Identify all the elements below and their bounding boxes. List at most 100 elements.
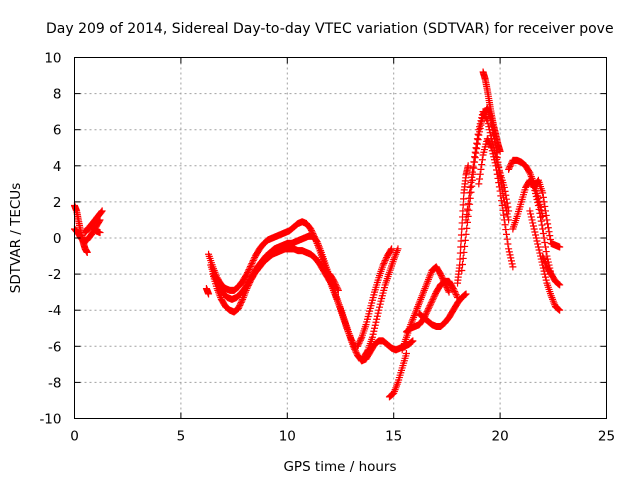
data-point	[330, 277, 338, 285]
data-point	[461, 236, 469, 244]
data-point	[488, 144, 496, 152]
series-arc-24	[526, 207, 564, 314]
data-point	[470, 164, 478, 172]
data-point	[498, 202, 506, 210]
y-tick-label: -4	[48, 303, 61, 319]
data-point	[450, 286, 458, 294]
data-point	[509, 263, 517, 271]
data-point	[546, 236, 554, 244]
data-point	[363, 347, 371, 355]
data-point	[467, 188, 475, 196]
data-point	[347, 335, 355, 343]
data-point	[499, 206, 507, 214]
data-point	[462, 290, 470, 298]
data-point	[464, 162, 472, 170]
series-arc-26	[539, 252, 564, 289]
x-tick-label: 15	[385, 429, 402, 445]
y-tick-label: 4	[53, 159, 62, 175]
data-point	[504, 213, 512, 221]
data-point	[98, 207, 106, 215]
data-point	[479, 108, 487, 116]
data-point	[427, 299, 435, 307]
data-point	[526, 207, 534, 215]
data-point	[537, 217, 545, 225]
data-point	[554, 280, 562, 288]
series-arc-11	[354, 245, 396, 350]
x-tick-label: 5	[177, 429, 186, 445]
data-point	[236, 301, 244, 309]
series-arc-5	[205, 218, 366, 365]
data-point	[357, 335, 365, 343]
data-point	[556, 306, 564, 314]
data-point	[483, 135, 491, 143]
data-point	[476, 175, 484, 183]
data-point	[470, 158, 478, 166]
data-point	[503, 210, 511, 218]
data-point	[333, 283, 341, 291]
data-point	[498, 197, 506, 205]
data-point	[474, 130, 482, 138]
data-point	[471, 153, 479, 161]
data-point	[461, 291, 469, 299]
y-tick-label: 8	[53, 87, 62, 103]
data-point	[533, 195, 541, 203]
data-point	[459, 207, 467, 215]
data-point	[407, 338, 415, 346]
axis-ticks	[74, 57, 607, 419]
data-point	[349, 338, 357, 346]
data-point	[437, 270, 445, 278]
data-point	[556, 281, 564, 289]
data-point	[431, 291, 439, 299]
data-point	[538, 221, 546, 229]
data-point	[453, 292, 461, 300]
data-point	[334, 285, 342, 293]
data-point	[332, 282, 340, 290]
series-arc-12	[360, 245, 402, 361]
data-point	[244, 269, 252, 277]
data-point	[356, 336, 364, 344]
data-point	[502, 226, 510, 234]
data-point	[476, 170, 484, 178]
data-point	[451, 289, 459, 297]
data-point	[244, 267, 252, 275]
data-point	[487, 142, 495, 150]
data-point	[429, 294, 437, 302]
data-point	[494, 174, 502, 182]
data-point	[534, 202, 542, 210]
data-point	[460, 195, 468, 203]
data-point	[462, 230, 470, 238]
data-point	[246, 279, 254, 287]
data-point	[234, 304, 242, 312]
data-point	[490, 156, 498, 164]
data-point	[541, 239, 549, 247]
data-point	[354, 342, 362, 350]
data-point	[244, 283, 252, 291]
data-point	[505, 245, 513, 253]
data-point	[461, 242, 469, 250]
data-point	[531, 228, 539, 236]
data-point	[541, 207, 549, 215]
data-point	[502, 230, 510, 238]
data-point	[373, 315, 381, 323]
data-point	[422, 309, 430, 317]
data-point	[555, 306, 563, 314]
data-point	[332, 280, 340, 288]
data-point	[468, 182, 476, 190]
data-point	[539, 189, 547, 197]
data-point	[507, 161, 515, 169]
data-point	[471, 148, 479, 156]
data-point	[375, 306, 383, 314]
data-point	[487, 132, 495, 140]
data-point	[468, 168, 476, 176]
data-point	[243, 285, 251, 293]
data-point	[495, 183, 503, 191]
data-point	[477, 165, 485, 173]
data-point	[534, 240, 542, 248]
data-point	[451, 288, 459, 296]
data-point	[457, 231, 465, 239]
data-point	[541, 270, 549, 278]
data-point	[460, 248, 468, 256]
data-point	[355, 339, 363, 347]
y-tick-label: 0	[53, 231, 62, 247]
data-point	[462, 216, 470, 224]
